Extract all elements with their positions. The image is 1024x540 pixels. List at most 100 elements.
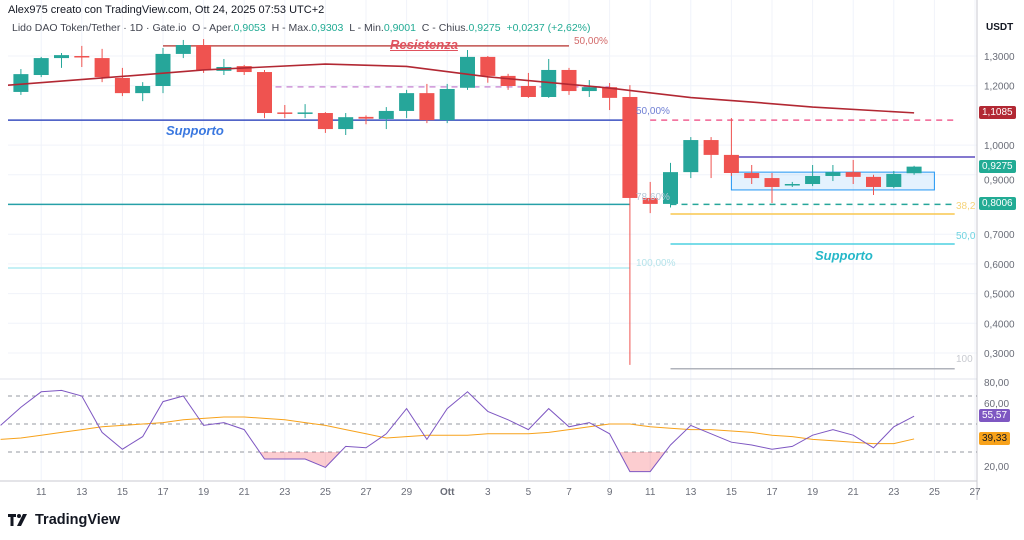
- candle-up: [54, 55, 69, 59]
- time-axis-label: 27: [360, 487, 372, 498]
- low-value: 0,9001: [383, 22, 416, 34]
- candle-down: [74, 56, 90, 58]
- time-axis-label: 25: [320, 487, 332, 498]
- candle-up: [399, 93, 415, 111]
- time-axis-label: 19: [198, 487, 210, 498]
- fib-50-mid-label: 50,00%: [636, 106, 670, 117]
- rsi-axis-label: 80,00: [984, 378, 1009, 389]
- candle-down: [8, 88, 9, 91]
- candle-down: [236, 66, 252, 73]
- price-axis-label: 0,3000: [984, 349, 1015, 360]
- time-axis-label: 15: [726, 487, 738, 498]
- candle-down: [196, 45, 212, 70]
- resistance-label: Resistenza: [390, 37, 458, 52]
- chart-credit: Alex975 creato con TradingView.com, Ott …: [8, 4, 325, 16]
- candle-up: [175, 45, 191, 54]
- candle-down: [764, 178, 780, 187]
- time-axis-label: 21: [239, 487, 251, 498]
- candle-up: [297, 112, 313, 114]
- candle-down: [419, 93, 435, 121]
- fib-100-label: 100,00%: [636, 258, 676, 269]
- candle-up: [906, 166, 922, 174]
- fib-100-right-label: 100: [956, 354, 973, 365]
- candle-down: [703, 140, 719, 155]
- rsi-oversold-fill: [0, 452, 915, 472]
- price-badge: 0,8006: [979, 197, 1016, 211]
- open-label: O - Aper.: [192, 22, 234, 34]
- price-axis-label: 1,3000: [984, 52, 1015, 63]
- tradingview-logo-icon: [8, 514, 27, 526]
- symbol-name: Lido DAO Token/Tether · 1D · Gate.io: [12, 22, 187, 34]
- time-axis-label: 23: [279, 487, 291, 498]
- tradingview-logo[interactable]: TradingView: [8, 512, 120, 528]
- candle-up: [155, 53, 171, 86]
- candle-up: [886, 173, 902, 187]
- candle-down: [622, 96, 638, 198]
- candle-down: [257, 72, 272, 114]
- time-axis-label: 21: [848, 487, 860, 498]
- rsi-ma-line: [0, 416, 915, 445]
- rsi-badge: 55,57: [979, 409, 1011, 423]
- symbol-legend: Lido DAO Token/Tether · 1D · Gate.io O -…: [12, 22, 591, 34]
- candle-down: [602, 87, 618, 98]
- time-axis-label: 23: [888, 487, 900, 498]
- time-axis-label: 13: [685, 487, 697, 498]
- candle-up: [135, 85, 151, 94]
- time-axis-label: 5: [526, 487, 532, 498]
- rsi-axis-label: 20,00: [984, 462, 1009, 473]
- candle-down: [358, 116, 374, 119]
- candle-up: [784, 184, 800, 186]
- candle-down: [114, 77, 130, 94]
- candle-down: [500, 75, 516, 86]
- low-label: L - Min.: [349, 22, 384, 34]
- time-axis-label: 27: [969, 487, 981, 498]
- time-axis-label: Ott: [440, 487, 455, 498]
- time-axis-label: 3: [485, 487, 491, 498]
- candle-down: [94, 58, 110, 78]
- candle-up: [13, 74, 29, 92]
- candle-down: [723, 154, 739, 174]
- price-badge: 1,1085: [979, 105, 1016, 119]
- candle-down: [642, 197, 658, 204]
- candle-up: [439, 88, 455, 121]
- candle-up: [683, 140, 699, 173]
- fib-50-top-label: 50,00%: [574, 36, 608, 47]
- candle-down: [866, 176, 881, 187]
- price-axis-label: 1,0000: [984, 141, 1015, 152]
- candle-up: [805, 175, 821, 185]
- currency-label: USDT: [986, 22, 1014, 33]
- price-badge: 0,9275: [979, 159, 1016, 173]
- price-axis-label: 0,7000: [984, 230, 1015, 241]
- change-value: +0,0237 (+2,62%): [506, 22, 591, 34]
- fib-50-right-label: 50,0: [956, 231, 976, 242]
- price-axis-label: 0,9000: [984, 176, 1015, 187]
- candle-up: [541, 69, 557, 97]
- time-axis-label: 17: [157, 487, 169, 498]
- rsi-badge: 39,33: [979, 431, 1011, 445]
- close-value: 0,9275: [468, 22, 501, 34]
- open-value: 0,9053: [233, 22, 266, 34]
- time-axis-label: 11: [645, 487, 656, 498]
- time-axis-label: 7: [566, 487, 572, 498]
- candle-down: [520, 85, 536, 97]
- support-label-left: Supporto: [166, 123, 224, 138]
- fib-786-label: 78,60%: [636, 192, 670, 203]
- price-axis-label: 0,4000: [984, 319, 1015, 330]
- candle-up: [338, 117, 354, 130]
- time-axis-label: 11: [36, 487, 47, 498]
- candle-up: [460, 56, 475, 88]
- candle-down: [561, 69, 577, 92]
- candle-up: [663, 172, 678, 204]
- candle-down: [845, 172, 861, 177]
- moving-average-line: [8, 63, 915, 114]
- time-axis-label: 13: [76, 487, 88, 498]
- candle-down: [744, 173, 760, 179]
- price-axis-label: 0,6000: [984, 260, 1015, 271]
- price-axis-label: 1,2000: [984, 82, 1015, 93]
- price-pane: [8, 39, 975, 370]
- time-axis-label: 15: [117, 487, 129, 498]
- time-axis-label: 9: [607, 487, 613, 498]
- high-value: 0,9303: [311, 22, 344, 34]
- time-axis-label: 17: [766, 487, 778, 498]
